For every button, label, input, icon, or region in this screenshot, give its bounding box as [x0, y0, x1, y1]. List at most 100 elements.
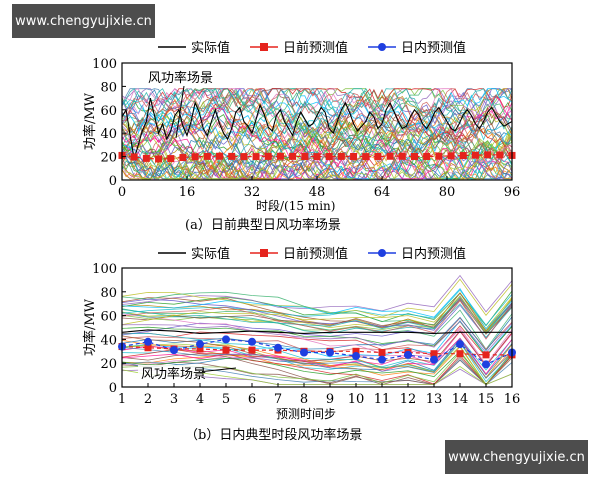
- intraday-point: [456, 340, 464, 349]
- chart-a-caption: (a）日前典型日风功率场景: [185, 218, 341, 233]
- day-ahead-point: [248, 346, 256, 354]
- legend-label-actual: 实际值: [191, 40, 230, 56]
- x-tick-label: 80: [439, 185, 456, 200]
- day-ahead-point: [386, 152, 394, 160]
- scenario-line: [122, 87, 512, 159]
- day-ahead-point: [167, 155, 175, 163]
- day-ahead-point: [456, 350, 464, 358]
- scenario-line: [122, 330, 512, 368]
- scenario-line: [122, 320, 512, 358]
- day-ahead-point: [423, 152, 431, 160]
- scenario-line: [122, 88, 512, 164]
- day-ahead-point: [496, 151, 504, 159]
- day-ahead-point: [289, 152, 297, 160]
- scenario-line: [122, 330, 512, 367]
- scenario-line: [122, 350, 512, 386]
- day-ahead-point: [447, 152, 455, 160]
- watermark-bottom[interactable]: www.chengyujixie.cn: [445, 440, 588, 474]
- day-ahead-point: [142, 154, 150, 162]
- y-tick-label: 80: [100, 80, 117, 95]
- x-tick-label: 48: [309, 185, 326, 200]
- intraday-point: [248, 337, 256, 346]
- y-tick-label: 20: [100, 151, 117, 166]
- day-ahead-point: [484, 151, 492, 159]
- scenario-line: [122, 297, 512, 333]
- scenario-line: [122, 112, 512, 161]
- scenario-line: [122, 88, 512, 180]
- day-ahead-point: [130, 153, 138, 161]
- day-ahead-point: [264, 152, 272, 160]
- legend-label-intraday: 日内预测值: [401, 246, 466, 262]
- series-intraday: [118, 335, 516, 369]
- x-tick-label: 1: [118, 392, 126, 407]
- day-ahead-point: [352, 347, 360, 355]
- x-tick-label: 64: [374, 185, 391, 200]
- watermark-top[interactable]: www.chengyujixie.cn: [12, 4, 155, 38]
- annotation-leader: [175, 85, 185, 139]
- legend-marker-intraday: [378, 249, 386, 257]
- day-ahead-point: [155, 155, 163, 163]
- y-tick-label: 60: [100, 310, 117, 325]
- x-tick-label: 4: [196, 392, 204, 407]
- series-actual: [121, 329, 512, 334]
- intraday-point: [300, 348, 308, 357]
- day-ahead-point: [144, 344, 152, 352]
- day-ahead-point: [459, 152, 467, 160]
- day-ahead-point: [276, 152, 284, 160]
- y-tick-label: 0: [109, 381, 117, 396]
- intraday-point: [326, 348, 334, 357]
- y-tick-label: 20: [100, 357, 117, 372]
- scenario-line: [122, 278, 512, 318]
- y-tick-label: 80: [100, 286, 117, 301]
- x-tick-label: 2: [144, 392, 152, 407]
- chart-a: [118, 62, 516, 181]
- chart-b-caption: （b）日内典型时段风功率场景: [185, 428, 363, 443]
- scenario-line: [122, 90, 512, 145]
- legend-marker-day_ahead: [260, 43, 268, 51]
- x-tick-label: 3: [170, 392, 178, 407]
- x-tick-label: 96: [504, 185, 521, 200]
- scenario-line: [122, 102, 512, 180]
- day-ahead-point: [240, 153, 248, 161]
- intraday-point: [378, 355, 386, 364]
- scenario-line: [122, 353, 512, 386]
- day-ahead-point: [313, 153, 321, 161]
- y-tick-label: 60: [100, 104, 117, 119]
- legend-label-actual: 实际值: [191, 246, 230, 262]
- scenario-line: [122, 87, 512, 168]
- plot-frame: [121, 267, 513, 388]
- chart-b: [118, 267, 516, 388]
- x-tick-label: 8: [300, 392, 308, 407]
- intraday-point: [144, 337, 152, 346]
- day-ahead-point: [482, 351, 490, 359]
- x-tick-label: 0: [118, 185, 126, 200]
- day-ahead-point: [411, 152, 418, 160]
- intraday-point: [430, 355, 438, 364]
- x-tick-label: 5: [222, 392, 230, 407]
- x-tick-label: 12: [400, 392, 417, 407]
- y-axis-label: 功率/MW: [82, 298, 98, 356]
- x-tick-label: 13: [426, 392, 443, 407]
- day-ahead-point: [216, 152, 223, 160]
- x-tick-label: 6: [248, 392, 256, 407]
- y-tick-label: 0: [109, 174, 117, 189]
- legend-label-intraday: 日内预测值: [401, 40, 466, 56]
- series-line: [121, 97, 513, 160]
- scenario-line: [122, 274, 512, 313]
- series-actual: [121, 97, 513, 160]
- intraday-point: [352, 352, 360, 361]
- intraday-point: [222, 335, 230, 344]
- day-ahead-point: [301, 152, 309, 160]
- series-day_ahead: [118, 151, 516, 163]
- y-tick-label: 40: [100, 127, 117, 142]
- day-ahead-point: [179, 154, 187, 162]
- scenario-line: [122, 338, 512, 376]
- intraday-point: [196, 340, 204, 349]
- day-ahead-point: [325, 152, 333, 160]
- day-ahead-point: [362, 153, 370, 161]
- day-ahead-point: [337, 152, 345, 160]
- x-tick-label: 32: [244, 185, 261, 200]
- scenario-line: [122, 295, 512, 334]
- day-ahead-point: [471, 151, 479, 159]
